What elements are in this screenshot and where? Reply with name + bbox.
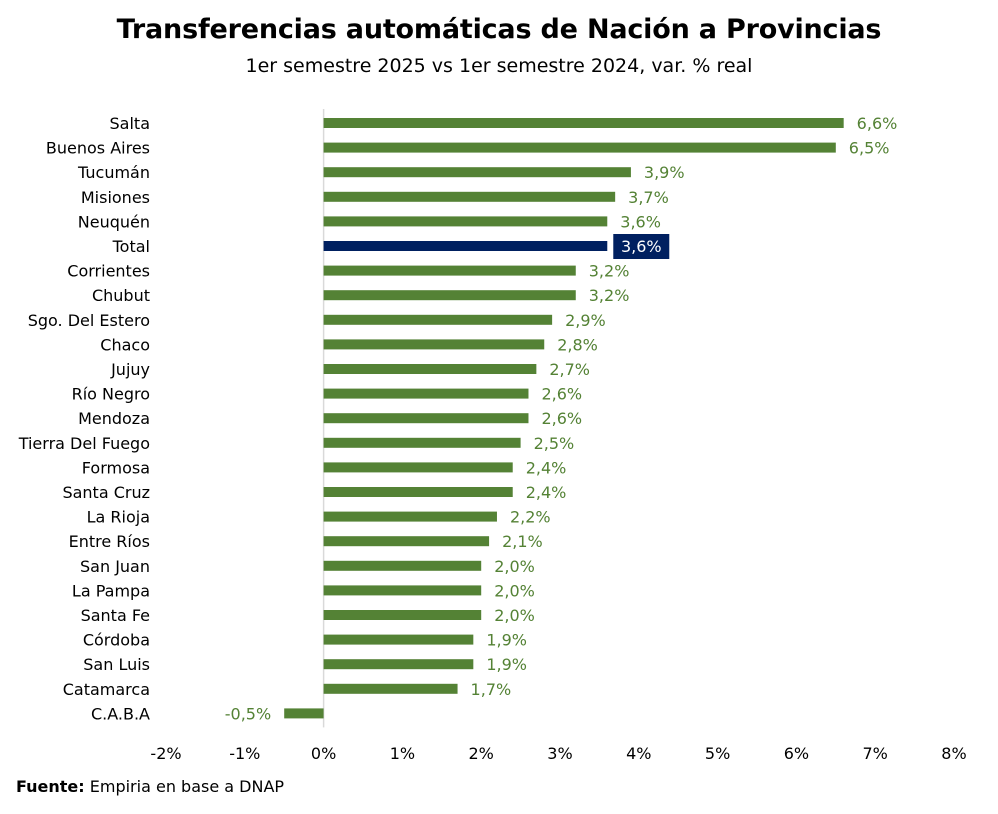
- data-label: 6,6%: [857, 114, 898, 133]
- x-tick-label: 0%: [311, 744, 336, 763]
- category-label: Tucumán: [77, 163, 150, 182]
- category-label: Santa Cruz: [62, 483, 150, 502]
- bar: [323, 339, 545, 350]
- category-label: La Pampa: [72, 581, 150, 600]
- category-label: Corrientes: [67, 262, 150, 281]
- data-label: 3,7%: [628, 188, 669, 207]
- category-label: Santa Fe: [81, 606, 150, 625]
- data-label: 2,6%: [541, 385, 582, 404]
- category-label: Buenos Aires: [46, 139, 150, 158]
- bar: [323, 560, 482, 571]
- highlight-label-box: [613, 234, 670, 259]
- category-label: Jujuy: [110, 360, 150, 379]
- data-label: 2,4%: [526, 483, 567, 502]
- x-tick-label: 3%: [547, 744, 572, 763]
- data-label: 2,5%: [534, 434, 575, 453]
- data-label: 1,9%: [486, 655, 527, 674]
- data-label: 2,1%: [502, 532, 543, 551]
- bar: [323, 659, 474, 670]
- data-label: 2,0%: [494, 581, 535, 600]
- source-note: Fuente: Empiria en base a DNAP: [16, 777, 284, 796]
- data-label: -0,5%: [225, 704, 271, 723]
- data-label: 2,8%: [557, 335, 598, 354]
- category-label: San Luis: [83, 655, 150, 674]
- category-label: Formosa: [82, 458, 150, 477]
- bar: [323, 118, 844, 128]
- bar: [323, 290, 576, 301]
- bar: [323, 413, 529, 424]
- bar: [323, 265, 576, 276]
- x-tick-label: 1%: [390, 744, 415, 763]
- x-tick-label: 7%: [863, 744, 888, 763]
- bar: [323, 683, 458, 694]
- data-label: 1,7%: [471, 680, 512, 699]
- data-label: 2,6%: [541, 409, 582, 428]
- bar: [323, 388, 529, 399]
- bar: [323, 511, 497, 522]
- category-label: Sgo. Del Estero: [28, 311, 150, 330]
- data-label: 6,5%: [849, 139, 890, 158]
- bar: [323, 634, 474, 645]
- category-label: Neuquén: [78, 212, 150, 231]
- source-text: Empiria en base a DNAP: [84, 777, 285, 796]
- category-label: Río Negro: [72, 385, 150, 404]
- data-label: 2,2%: [510, 508, 551, 527]
- category-label: Mendoza: [78, 409, 150, 428]
- x-tick-label: 8%: [941, 744, 966, 763]
- bar: [323, 462, 513, 473]
- bar: [323, 314, 553, 325]
- category-label: Total: [112, 237, 150, 256]
- bar: [323, 191, 616, 202]
- data-label: 2,4%: [526, 458, 567, 477]
- data-label: 3,9%: [644, 163, 685, 182]
- bar: [323, 364, 537, 374]
- category-label: Córdoba: [83, 631, 150, 650]
- data-label: 3,6%: [620, 212, 661, 231]
- x-tick-label: -1%: [229, 744, 260, 763]
- bar: [323, 167, 631, 178]
- data-label: 2,7%: [549, 360, 590, 379]
- source-label: Fuente:: [16, 777, 85, 796]
- data-label: 3,6%: [621, 237, 662, 256]
- category-label: San Juan: [80, 557, 150, 576]
- x-tick-label: -2%: [150, 744, 181, 763]
- bar-highlight: [323, 241, 608, 251]
- category-label: Tierra Del Fuego: [18, 434, 150, 453]
- data-label: 3,2%: [589, 262, 630, 281]
- category-label: La Rioja: [87, 508, 150, 527]
- data-label: 2,9%: [565, 311, 606, 330]
- category-label: C.A.B.A: [91, 704, 150, 723]
- bar: [284, 708, 324, 719]
- x-tick-label: 6%: [784, 744, 809, 763]
- category-label: Catamarca: [63, 680, 150, 699]
- chart-title: Transferencias automáticas de Nación a P…: [116, 14, 882, 45]
- x-tick-label: 2%: [469, 744, 494, 763]
- chart-subtitle: 1er semestre 2025 vs 1er semestre 2024, …: [245, 55, 753, 77]
- category-label: Chaco: [100, 335, 150, 354]
- category-label: Entre Ríos: [69, 532, 150, 551]
- bar: [323, 585, 482, 596]
- x-tick-label: 5%: [705, 744, 730, 763]
- category-label: Misiones: [81, 188, 150, 207]
- data-label: 2,0%: [494, 557, 535, 576]
- category-label: Salta: [110, 114, 150, 133]
- bar: [323, 536, 490, 547]
- bar: [323, 437, 521, 448]
- bar: [323, 487, 513, 497]
- data-label: 2,0%: [494, 606, 535, 625]
- data-label: 1,9%: [486, 631, 527, 650]
- data-label: 3,2%: [589, 286, 630, 305]
- category-label: Chubut: [92, 286, 150, 305]
- bar: [323, 142, 836, 153]
- bar: [323, 610, 482, 620]
- bar: [323, 216, 608, 227]
- x-tick-label: 4%: [626, 744, 651, 763]
